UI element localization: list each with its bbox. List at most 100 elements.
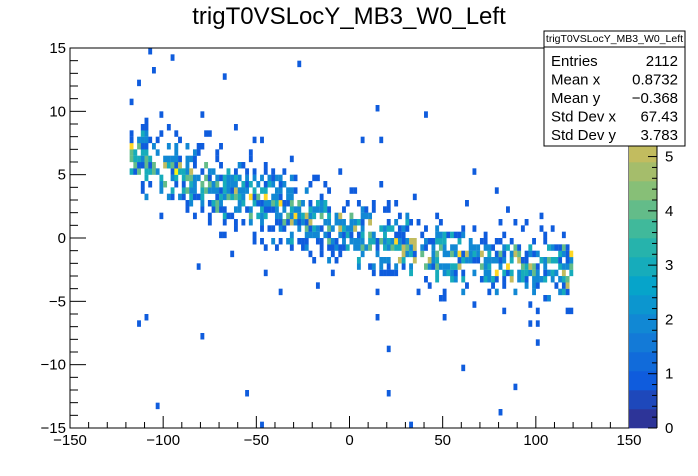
heatmap-cell	[517, 250, 522, 258]
heatmap-cell	[312, 212, 317, 220]
heatmap-cell	[263, 244, 268, 251]
heatmap-cell	[479, 250, 484, 258]
heatmap-cell	[178, 162, 182, 169]
heatmap-cell	[397, 257, 402, 264]
heatmap-cell	[151, 67, 156, 74]
heatmap-cell	[304, 244, 309, 251]
heatmap-cell	[491, 282, 495, 289]
heatmap-cell	[435, 269, 440, 277]
heatmap-cell	[293, 187, 298, 194]
heatmap-cell	[438, 238, 443, 245]
heatmap-cell	[424, 225, 428, 232]
heatmap-cell	[330, 244, 335, 251]
heatmap-cell	[476, 244, 481, 251]
heatmap-cell	[215, 181, 220, 188]
chart-title: trigT0VSLocY_MB3_W0_Left	[192, 3, 506, 30]
heatmap-cell	[159, 181, 164, 188]
heatmap-cell	[263, 168, 268, 175]
heatmap-cell	[502, 276, 507, 283]
heatmap-cell	[532, 263, 536, 270]
heatmap-cell	[304, 225, 309, 232]
heatmap-cell	[457, 250, 462, 258]
heatmap-cell	[543, 276, 548, 283]
heatmap-cell	[233, 206, 238, 213]
heatmap-cell	[517, 269, 522, 277]
heatmap-cell	[151, 143, 156, 150]
heatmap-cell	[427, 263, 432, 270]
heatmap-cell	[144, 314, 149, 321]
heatmap-cell	[468, 257, 473, 264]
heatmap-cell	[315, 174, 320, 182]
heatmap-cell	[308, 219, 313, 226]
heatmap-cell	[409, 269, 414, 277]
heatmap-cell	[286, 193, 291, 201]
heatmap-cell	[140, 124, 145, 131]
stats-value: 0.8732	[632, 72, 678, 89]
heatmap-cell	[468, 238, 473, 245]
heatmap-cell	[196, 174, 201, 182]
heatmap-cell	[338, 212, 343, 220]
color-scale-tick-label: 1	[665, 366, 673, 383]
heatmap-cell	[368, 263, 373, 270]
heatmap-cell	[222, 174, 227, 182]
heatmap-cell	[457, 238, 462, 245]
heatmap-cell	[401, 257, 406, 264]
heatmap-cell	[200, 168, 205, 175]
heatmap-cell	[386, 390, 391, 397]
heatmap-cell	[241, 187, 246, 194]
heatmap-cell	[565, 263, 570, 270]
heatmap-cell	[386, 225, 391, 232]
heatmap-cell	[286, 200, 291, 207]
heatmap-cell	[263, 206, 268, 213]
color-scale-band	[629, 238, 657, 258]
heatmap-cell	[148, 48, 153, 55]
heatmap-cell	[535, 307, 540, 315]
heatmap-cell	[226, 193, 231, 201]
heatmap-cell	[409, 219, 414, 226]
heatmap-cell	[461, 250, 466, 258]
heatmap-cell	[334, 257, 339, 264]
heatmap-cell	[189, 200, 194, 207]
heatmap-cell	[274, 244, 279, 251]
heatmap-cell	[401, 250, 406, 258]
heatmap-cell	[248, 155, 253, 163]
heatmap-cell	[289, 174, 294, 182]
heatmap-cell	[252, 238, 257, 245]
heatmap-cell	[237, 193, 242, 201]
heatmap-cell	[256, 212, 261, 220]
heatmap-cell	[219, 193, 223, 201]
heatmap-cell	[181, 187, 186, 194]
heatmap-cell	[383, 244, 387, 251]
heatmap-cell	[185, 187, 190, 194]
heatmap-cell	[192, 174, 197, 182]
heatmap-cell	[483, 238, 488, 245]
heatmap-cell	[368, 212, 373, 220]
heatmap-cell	[479, 263, 484, 270]
heatmap-cell	[494, 257, 499, 264]
heatmap-cell	[438, 219, 443, 226]
heatmap-cell	[215, 149, 220, 156]
heatmap-cell	[569, 269, 574, 277]
heatmap-cell	[174, 149, 179, 156]
y-tick-label: 5	[58, 167, 66, 184]
heatmap-cell	[159, 212, 164, 220]
heatmap-cell	[185, 200, 190, 207]
heatmap-cell	[379, 257, 384, 264]
color-scale-band	[629, 390, 657, 410]
heatmap-cell	[327, 225, 332, 232]
heatmap-cell	[550, 276, 555, 283]
heatmap-cell	[461, 276, 466, 283]
heatmap-cell	[278, 187, 283, 194]
heatmap-cell	[453, 250, 458, 258]
color-scale-tick-label: 2	[665, 311, 673, 328]
heatmap-cell	[360, 136, 365, 144]
heatmap-cell	[267, 181, 272, 188]
heatmap-cell	[424, 276, 428, 283]
heatmap-cell	[137, 320, 141, 327]
heatmap-cell	[159, 130, 164, 137]
heatmap-cell	[446, 231, 451, 239]
heatmap-cell	[274, 174, 279, 182]
heatmap-cell	[230, 174, 235, 182]
heatmap-cell	[405, 212, 410, 220]
heatmap-cell	[170, 54, 175, 61]
